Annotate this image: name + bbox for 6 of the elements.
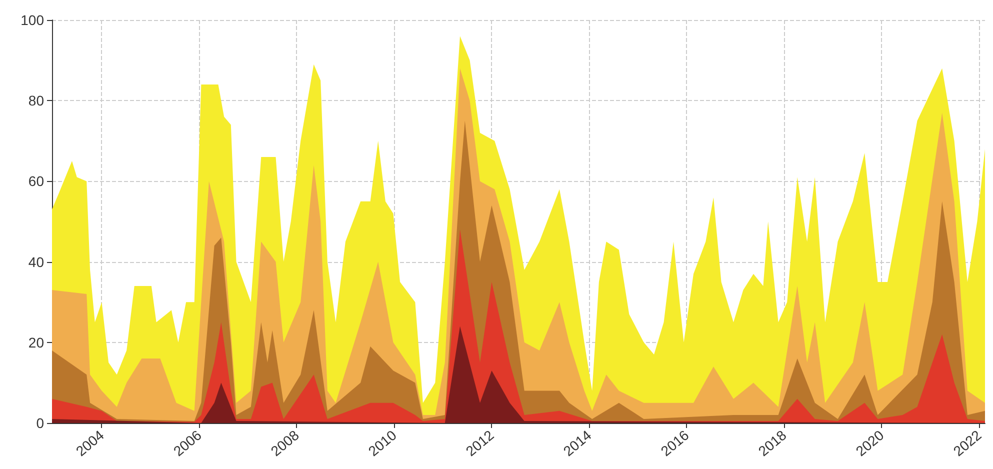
y-tick-label: 100: [20, 12, 44, 28]
y-tick-label: 60: [28, 173, 44, 190]
y-tick-label: 20: [28, 334, 44, 350]
y-tick-label: 80: [28, 92, 44, 109]
y-tick-label: 0: [36, 415, 44, 431]
y-tick-label: 40: [28, 254, 44, 270]
